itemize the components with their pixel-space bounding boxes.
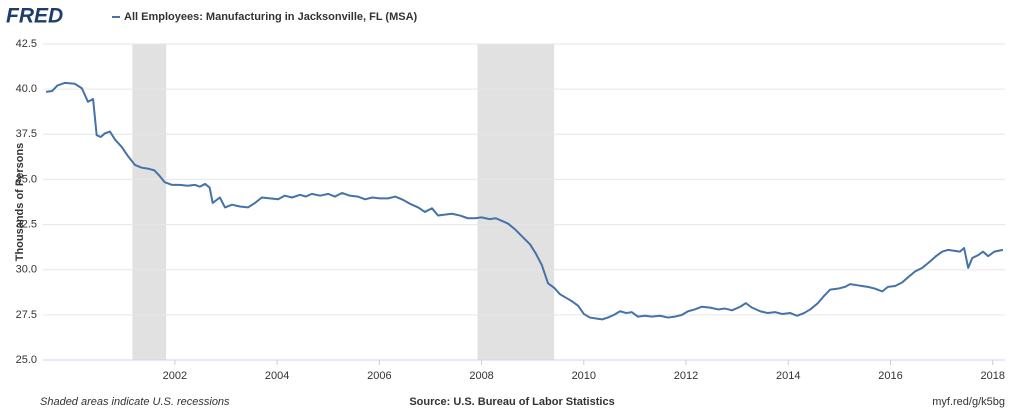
y-tick-label: 37.5 <box>16 128 37 140</box>
y-tick-label: 25.0 <box>16 354 37 366</box>
x-tick-label: 2016 <box>878 370 902 382</box>
y-tick-label: 27.5 <box>16 309 37 321</box>
data-line <box>45 81 1004 321</box>
y-tick-label: 40.0 <box>16 83 37 95</box>
footer-link: myf.red/g/k5bg <box>932 396 1005 408</box>
x-tick-label: 2018 <box>980 370 1004 382</box>
x-tick-label: 2010 <box>572 370 596 382</box>
footer-source: Source: U.S. Bureau of Labor Statistics <box>409 396 614 408</box>
y-tick-label: 42.5 <box>16 38 37 50</box>
y-tick-label: 30.0 <box>16 264 37 276</box>
x-tick-label: 2012 <box>674 370 698 382</box>
x-tick-label: 2004 <box>265 370 289 382</box>
x-tick-label: 2002 <box>163 370 187 382</box>
y-tick-label: 32.5 <box>16 218 37 230</box>
recession-band <box>477 44 555 360</box>
y-tick-label: 35.0 <box>16 173 37 185</box>
x-tick-label: 2006 <box>367 370 391 382</box>
x-tick-label: 2008 <box>469 370 493 382</box>
legend-label: All Employees: Manufacturing in Jacksonv… <box>124 11 418 23</box>
logo: FRED <box>6 5 63 28</box>
y-axis-label: Thousands of Persons <box>14 143 26 262</box>
x-tick-label: 2014 <box>776 370 800 382</box>
recession-band <box>132 44 167 360</box>
footer-note: Shaded areas indicate U.S. recessions <box>40 396 230 408</box>
